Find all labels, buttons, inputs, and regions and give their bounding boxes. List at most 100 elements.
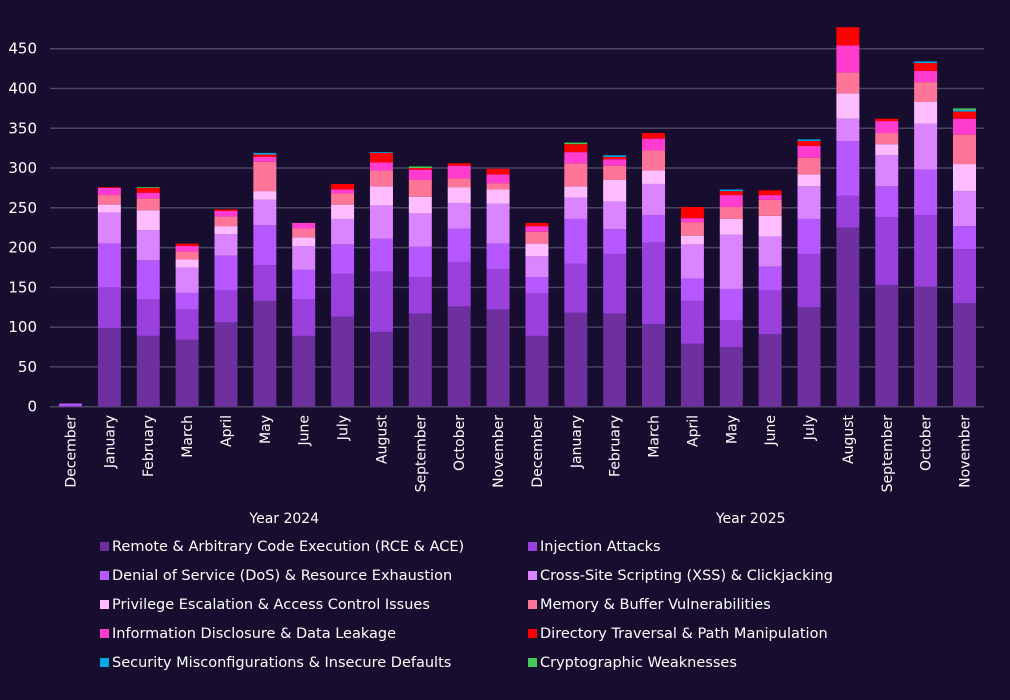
- bar-segment: [953, 111, 976, 119]
- bar-segment: [292, 269, 316, 300]
- bar-segment: [486, 183, 510, 190]
- bar-segment: [953, 109, 976, 112]
- bar-segment: [914, 63, 938, 71]
- bar-segment: [564, 312, 588, 407]
- bar-segment: [797, 253, 821, 308]
- y-tick-label: 150: [8, 278, 37, 296]
- bar-segment: [953, 164, 976, 192]
- x-tick-label: August: [374, 414, 390, 464]
- bar-segment: [914, 102, 938, 124]
- legend-item: Privilege Escalation & Access Control Is…: [100, 594, 528, 615]
- y-tick-label: 100: [8, 318, 37, 336]
- bar-segment: [953, 118, 976, 135]
- legend-swatch-icon: [100, 658, 109, 667]
- bar-segment: [525, 243, 549, 257]
- bar-stack: [953, 108, 976, 407]
- x-tick-label: January: [102, 415, 118, 469]
- bar-segment: [253, 156, 277, 162]
- bar-segment: [758, 266, 782, 291]
- bar-segment: [175, 245, 199, 252]
- bar-segment: [642, 214, 666, 243]
- bar-segment: [603, 159, 627, 166]
- y-tick-label: 400: [8, 79, 37, 97]
- bar-segment: [253, 225, 277, 266]
- bar-segment: [292, 222, 316, 229]
- bar-segment: [369, 162, 393, 171]
- bar-segment: [486, 203, 510, 244]
- x-tick-label: May: [258, 415, 274, 444]
- bar-segment: [97, 187, 121, 188]
- legend-item: Injection Attacks: [528, 536, 888, 557]
- bar-segment: [331, 183, 355, 190]
- bar-segment: [59, 405, 82, 407]
- bar-segment: [719, 189, 743, 192]
- bar-segment: [331, 316, 355, 407]
- bar-segment: [59, 403, 82, 406]
- bar-segment: [292, 335, 316, 407]
- bar-segment: [642, 138, 666, 151]
- x-tick-label: December: [530, 415, 546, 488]
- bar-segment: [953, 303, 976, 407]
- bar-segment: [525, 222, 549, 227]
- bar-stack: [719, 189, 743, 407]
- legend-label: Cross-Site Scripting (XSS) & Clickjackin…: [540, 567, 833, 584]
- bar-segment: [564, 144, 588, 153]
- bar-segment: [564, 163, 588, 187]
- bar-segment: [953, 226, 976, 250]
- bar-segment: [836, 27, 860, 46]
- legend-label: Directory Traversal & Path Manipulation: [540, 625, 828, 642]
- bar-segment: [486, 189, 510, 204]
- bar-stack: [253, 152, 277, 407]
- bar-segment: [253, 161, 277, 192]
- legend-item: Denial of Service (DoS) & Resource Exhau…: [100, 565, 528, 586]
- bar-stack: [875, 118, 899, 407]
- y-tick-label: 0: [27, 398, 37, 416]
- stacked-bar-chart: 0 50 100 150 200 250 300 350 400 450 December Janu…: [8, 27, 984, 527]
- bar-segment: [758, 199, 782, 216]
- bar-segment: [136, 192, 160, 199]
- bar-segment: [680, 343, 704, 407]
- bar-segment: [447, 165, 471, 179]
- bars: [59, 27, 976, 407]
- bar-stack: [642, 133, 666, 407]
- bar-segment: [914, 82, 938, 103]
- bar-segment: [719, 288, 743, 320]
- x-tick-label: March: [647, 415, 663, 458]
- legend-item: Security Misconfigurations & Insecure De…: [100, 652, 528, 673]
- bar-segment: [447, 203, 471, 229]
- legend-item: Cryptographic Weaknesses: [528, 652, 888, 673]
- bar-segment: [603, 156, 627, 160]
- x-tick-label: May: [724, 415, 740, 444]
- bar-segment: [408, 169, 432, 180]
- bar-segment: [564, 263, 588, 313]
- bar-stack: [292, 222, 316, 407]
- bar-segment: [408, 313, 432, 407]
- x-tick-label: January: [569, 415, 585, 469]
- bar-segment: [564, 197, 588, 219]
- bar-segment: [331, 204, 355, 219]
- bar-segment: [408, 196, 432, 214]
- bar-segment: [642, 150, 666, 171]
- bar-segment: [797, 145, 821, 158]
- legend-swatch-icon: [528, 571, 537, 580]
- legend-swatch-icon: [528, 658, 537, 667]
- bar-segment: [719, 234, 743, 289]
- bar-stack: [408, 166, 432, 407]
- bar-segment: [175, 243, 199, 246]
- gridlines: [50, 47, 984, 408]
- bar-segment: [719, 218, 743, 235]
- x-tick-label: August: [841, 414, 857, 464]
- bar-segment: [642, 323, 666, 407]
- bar-segment: [136, 198, 160, 211]
- bar-stack: [447, 163, 471, 407]
- bar-segment: [797, 186, 821, 219]
- bar-segment: [758, 334, 782, 407]
- legend-swatch-icon: [528, 542, 537, 551]
- bar-segment: [836, 140, 860, 196]
- bar-segment: [175, 251, 199, 260]
- bar-segment: [564, 142, 588, 145]
- legend-item: Memory & Buffer Vulnerabilities: [528, 594, 888, 615]
- bar-segment: [914, 214, 938, 287]
- bar-segment: [253, 300, 277, 407]
- bar-segment: [136, 187, 160, 188]
